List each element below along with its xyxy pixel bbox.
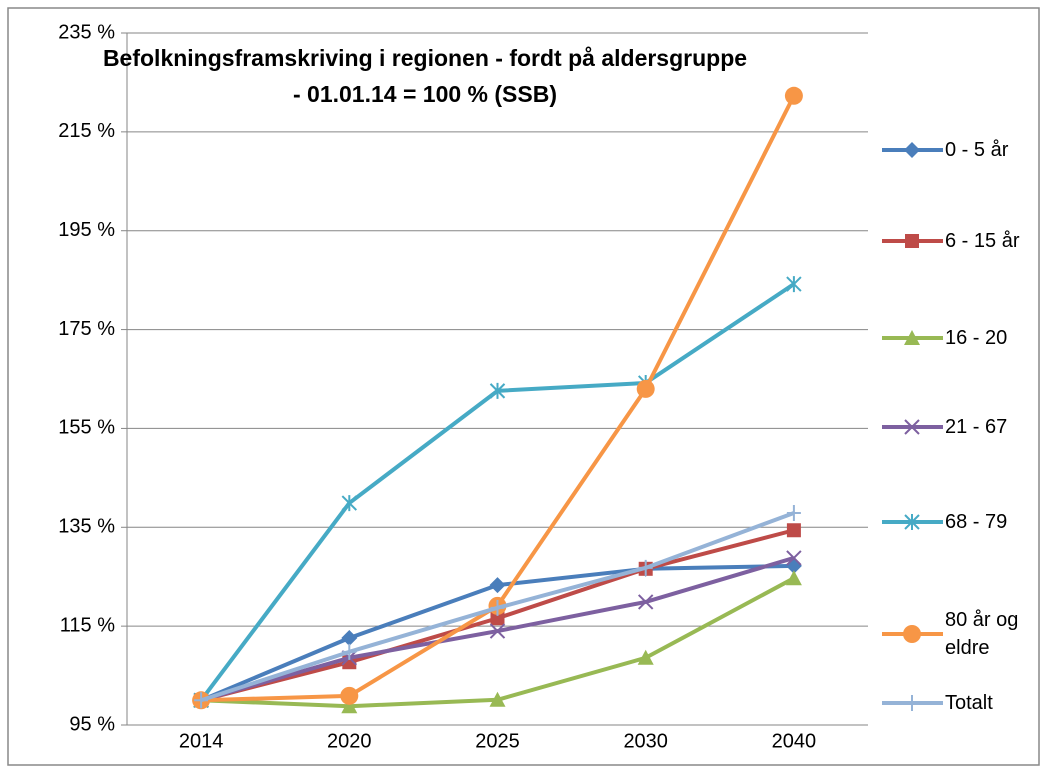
- marker: [490, 611, 505, 626]
- marker: [342, 643, 357, 660]
- marker: [194, 692, 209, 709]
- x-tick-label: 2014: [179, 730, 224, 752]
- x-tick-label: 2025: [475, 730, 520, 752]
- marker: [904, 419, 920, 435]
- marker: [341, 495, 358, 512]
- y-tick-label: 95 %: [69, 713, 115, 735]
- legend-label: 80 år og eldre: [945, 609, 1019, 659]
- chart-title: Befolkningsframskriving i regionen - for…: [102, 45, 748, 107]
- y-tick-label: 235 %: [58, 21, 115, 43]
- marker: [784, 86, 803, 105]
- legend-label: 16 - 20: [945, 327, 1008, 349]
- marker: [490, 599, 505, 616]
- marker: [905, 695, 919, 711]
- legend-label: 21 - 67: [945, 416, 1008, 438]
- legend-item: [882, 419, 943, 435]
- legend-item: [882, 695, 943, 711]
- marker: [489, 623, 506, 639]
- y-tick-label: 155 %: [58, 417, 115, 439]
- legend-label: Totalt: [945, 692, 993, 714]
- series-line: [199, 282, 796, 702]
- legend-item: [882, 234, 943, 248]
- marker: [785, 570, 802, 586]
- marker: [786, 276, 802, 293]
- legend-label: 68 - 79: [945, 511, 1008, 533]
- marker: [904, 330, 920, 345]
- x-tick-label: 2040: [772, 730, 817, 752]
- marker: [636, 379, 655, 398]
- x-tick-label: 2020: [327, 730, 372, 752]
- legend-label: 6 - 15 år: [945, 230, 1020, 252]
- marker: [638, 559, 653, 576]
- y-tick-label: 195 %: [58, 219, 115, 241]
- marker: [489, 577, 506, 594]
- legend-item: [882, 142, 943, 158]
- marker: [637, 594, 654, 610]
- marker: [904, 142, 920, 158]
- legend-item: [882, 514, 943, 530]
- marker: [341, 630, 358, 647]
- y-tick-label: 215 %: [58, 120, 115, 142]
- y-tick-label: 115 %: [60, 614, 115, 636]
- marker: [489, 691, 506, 707]
- legend-item: [882, 330, 943, 345]
- x-tick-label: 2030: [623, 730, 668, 752]
- marker: [904, 514, 920, 530]
- legend-item: [882, 625, 943, 643]
- marker: [786, 523, 801, 538]
- marker: [786, 504, 801, 521]
- marker: [637, 649, 654, 665]
- chart-border: [7, 7, 1040, 766]
- marker: [903, 625, 921, 643]
- marker: [340, 686, 359, 705]
- marker: [905, 234, 919, 248]
- y-tick-label: 135 %: [58, 516, 115, 538]
- marker: [341, 698, 358, 714]
- marker: [489, 382, 506, 399]
- marker: [786, 550, 802, 566]
- y-tick-label: 175 %: [58, 318, 115, 340]
- legend-label: 0 - 5 år: [945, 139, 1009, 161]
